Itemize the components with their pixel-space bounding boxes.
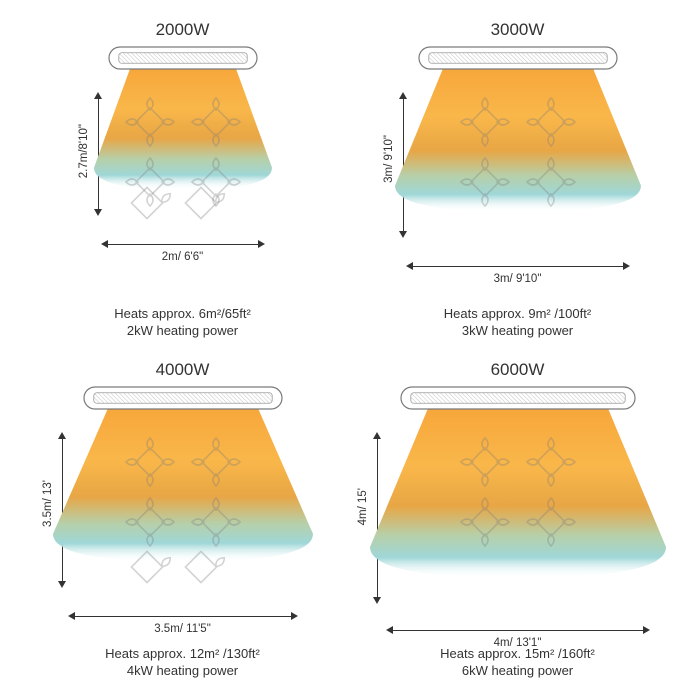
- caption: Heats approx. 9m² /100ft² 3kW heating po…: [444, 305, 591, 340]
- caption-power: 2kW heating power: [114, 322, 251, 340]
- seating-layout: [457, 434, 579, 550]
- panel-3000W: 3000W: [355, 20, 680, 340]
- width-dimension: 3m/ 9'10": [355, 262, 680, 285]
- wattage-title: 2000W: [156, 20, 210, 40]
- width-dimension: 3.5m/ 11'5": [20, 612, 345, 635]
- width-dimension: 2m/ 6'6": [20, 240, 345, 263]
- seating-layout: [457, 94, 579, 210]
- panel-4000W: 4000W: [20, 360, 345, 680]
- width-dimension: 4m/ 13'1": [355, 626, 680, 649]
- heater-icon: [400, 386, 636, 410]
- coverage-diagram: 3m/ 9'10" 3m/ 9'10": [355, 46, 680, 301]
- heater-icon: [418, 46, 618, 70]
- caption: Heats approx. 15m² /160ft² 6kW heating p…: [440, 645, 595, 680]
- coverage-diagram: 2.7m/8'10" 2m/ 6'6": [20, 46, 345, 301]
- caption: Heats approx. 12m² /130ft² 4kW heating p…: [105, 645, 260, 680]
- wattage-title: 6000W: [491, 360, 545, 380]
- extra-seating: [128, 186, 238, 225]
- panel-6000W: 6000W: [355, 360, 680, 680]
- panel-2000W: 2000W: [20, 20, 345, 340]
- caption-power: 6kW heating power: [440, 662, 595, 680]
- caption: Heats approx. 6m²/65ft² 2kW heating powe…: [114, 305, 251, 340]
- extra-seating: [128, 550, 238, 589]
- caption-area: Heats approx. 12m² /130ft²: [105, 645, 260, 663]
- caption-area: Heats approx. 9m² /100ft²: [444, 305, 591, 323]
- caption-area: Heats approx. 6m²/65ft²: [114, 305, 251, 323]
- heater-icon: [83, 386, 283, 410]
- coverage-diagram: 3.5m/ 13' 3.5m/ 11'5": [20, 386, 345, 641]
- caption-power: 4kW heating power: [105, 662, 260, 680]
- caption-power: 3kW heating power: [444, 322, 591, 340]
- heater-icon: [108, 46, 258, 70]
- wattage-title: 4000W: [156, 360, 210, 380]
- wattage-title: 3000W: [491, 20, 545, 40]
- coverage-diagram: 4m/ 15' 4m/ 13'1": [355, 386, 680, 641]
- seating-layout: [122, 434, 244, 550]
